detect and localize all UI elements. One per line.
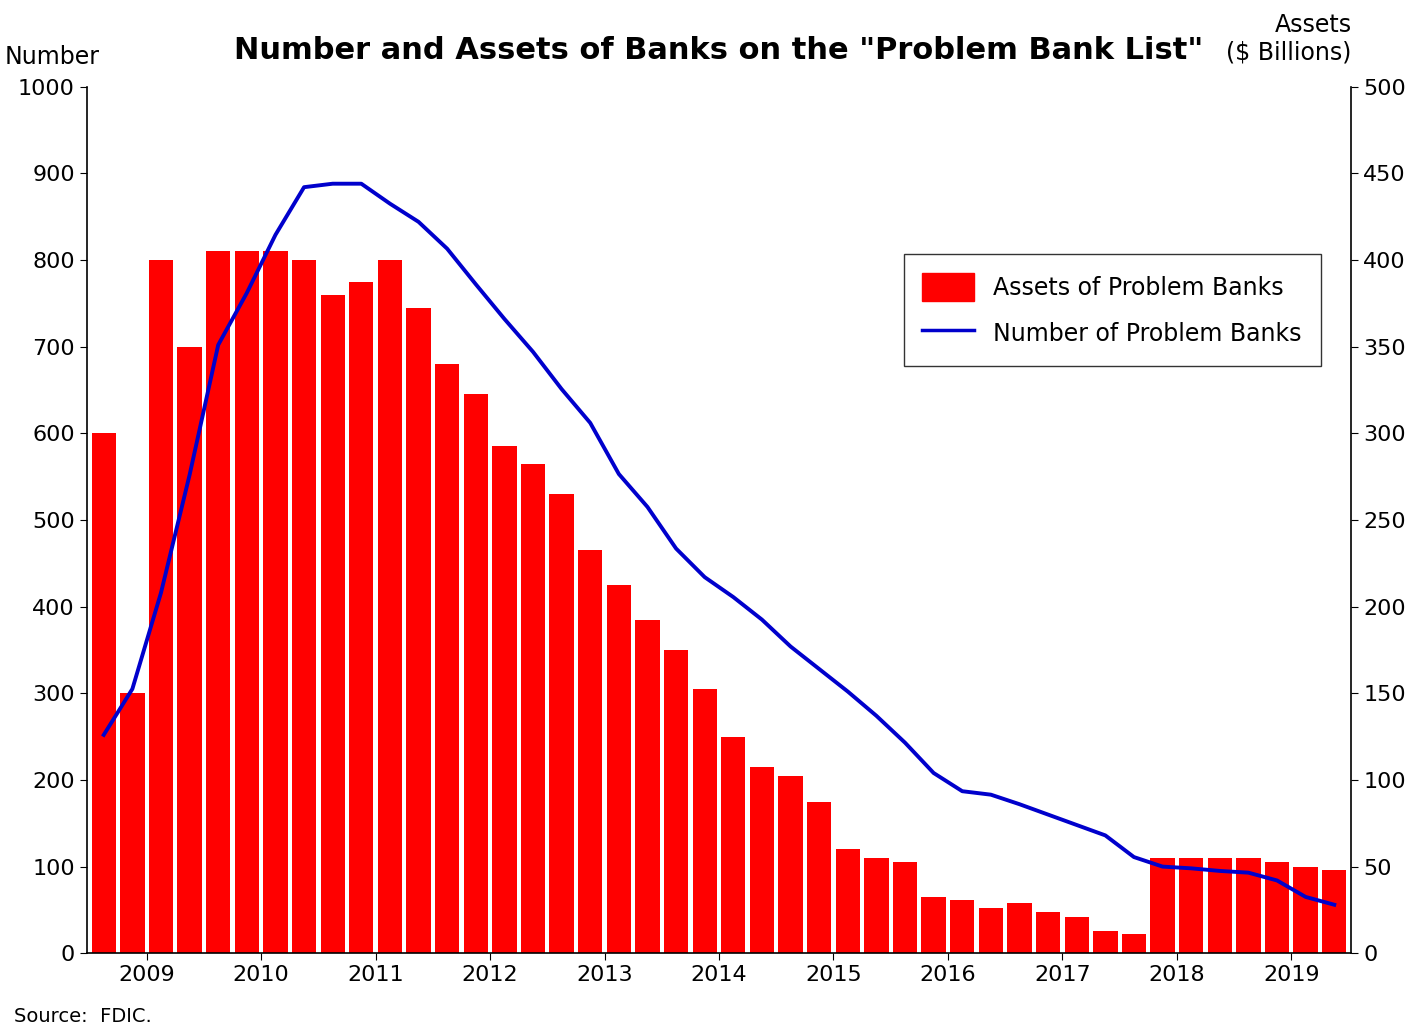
Bar bbox=[607, 585, 631, 954]
Bar bbox=[178, 346, 202, 954]
Bar bbox=[435, 364, 459, 954]
Bar bbox=[1007, 903, 1032, 954]
Bar bbox=[378, 260, 402, 954]
Bar bbox=[722, 736, 746, 954]
Bar bbox=[635, 620, 659, 954]
Bar bbox=[522, 464, 546, 954]
Legend: Assets of Problem Banks, Number of Problem Banks: Assets of Problem Banks, Number of Probl… bbox=[904, 255, 1320, 366]
Bar bbox=[864, 858, 888, 954]
Title: Number and Assets of Banks on the "Problem Bank List": Number and Assets of Banks on the "Probl… bbox=[234, 36, 1204, 65]
Bar bbox=[951, 899, 975, 954]
Bar bbox=[321, 295, 345, 954]
Bar bbox=[921, 897, 946, 954]
Bar bbox=[1236, 858, 1260, 954]
Bar bbox=[979, 908, 1003, 954]
Bar bbox=[1036, 911, 1060, 954]
Bar bbox=[1093, 931, 1117, 954]
Bar bbox=[492, 446, 517, 954]
Bar bbox=[692, 689, 716, 954]
Bar bbox=[550, 494, 574, 954]
Bar bbox=[779, 775, 803, 954]
Bar bbox=[406, 307, 431, 954]
Bar bbox=[1293, 867, 1317, 954]
Bar bbox=[836, 850, 860, 954]
Text: Number: Number bbox=[4, 45, 99, 69]
Bar bbox=[1265, 862, 1289, 954]
Bar bbox=[234, 252, 259, 954]
Bar bbox=[1208, 858, 1232, 954]
Bar bbox=[149, 260, 173, 954]
Bar bbox=[350, 281, 374, 954]
Bar bbox=[1322, 870, 1347, 954]
Bar bbox=[1064, 917, 1088, 954]
Bar bbox=[1151, 858, 1175, 954]
Bar bbox=[206, 252, 230, 954]
Bar bbox=[578, 551, 603, 954]
Bar bbox=[1179, 858, 1204, 954]
Bar bbox=[121, 693, 145, 954]
Bar bbox=[807, 802, 831, 954]
Bar bbox=[263, 252, 287, 954]
Bar bbox=[892, 862, 917, 954]
Bar bbox=[463, 394, 487, 954]
Bar bbox=[291, 260, 317, 954]
Text: Assets
($ Billions): Assets ($ Billions) bbox=[1226, 13, 1351, 65]
Bar bbox=[664, 650, 688, 954]
Bar bbox=[750, 767, 774, 954]
Bar bbox=[1121, 934, 1147, 954]
Text: Source:  FDIC.: Source: FDIC. bbox=[14, 1007, 152, 1026]
Bar bbox=[91, 433, 117, 954]
